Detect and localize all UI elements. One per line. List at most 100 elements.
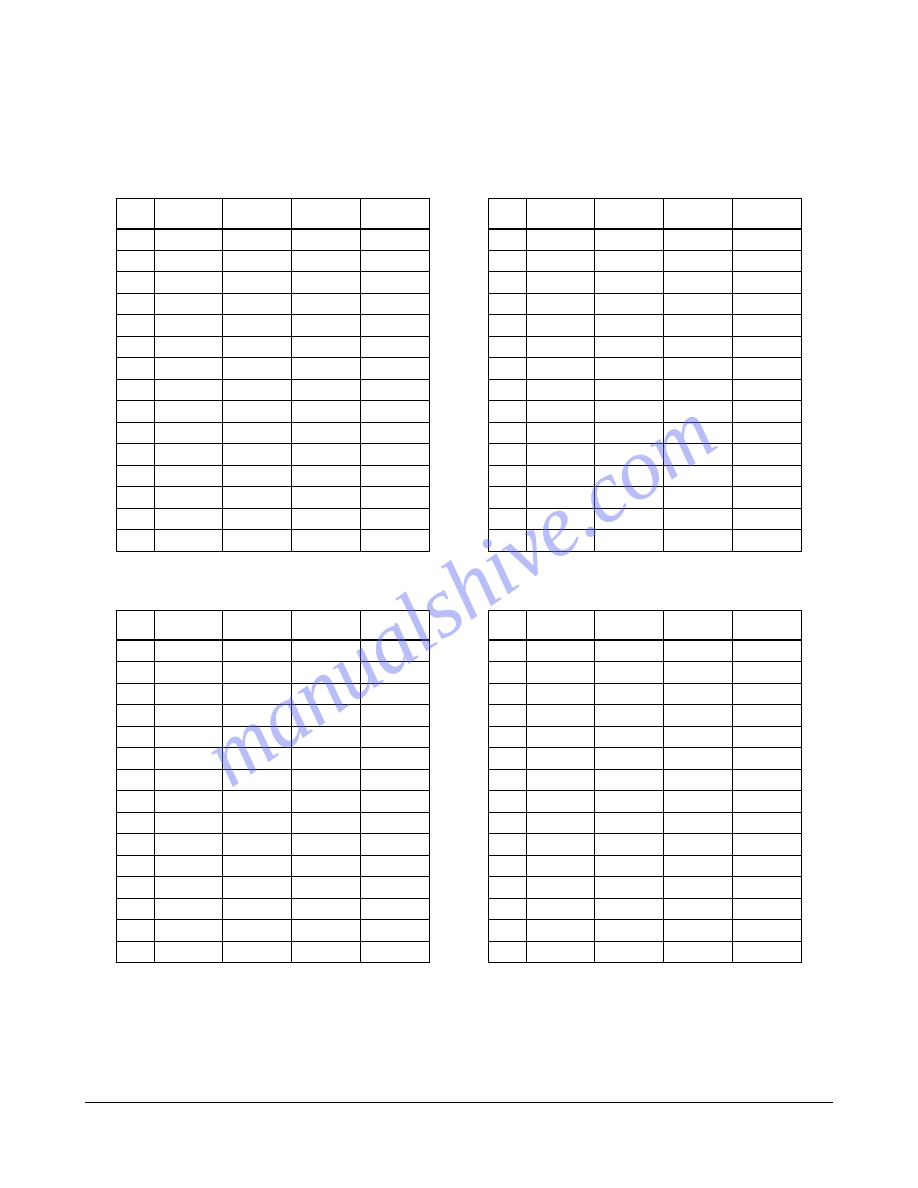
table-cell [361,941,430,963]
table-cell [526,315,595,337]
table-cell [154,508,223,530]
table-cell [733,791,802,813]
table-cell [595,855,664,877]
table-cell [361,726,430,748]
table-cell [595,272,664,294]
table-cell [292,336,361,358]
table-cell [154,812,223,834]
table-cell [664,229,733,251]
table-cell [361,465,430,487]
table-cell [595,662,664,684]
table-cell [154,640,223,662]
table-cell [154,444,223,466]
table-row [117,465,430,487]
table-cell [664,941,733,963]
table-cell [292,229,361,251]
table-cell [361,748,430,770]
table-cell [595,401,664,423]
table-cell [526,726,595,748]
header-cell [154,199,223,229]
table-cell [664,640,733,662]
table-cell [154,401,223,423]
table-cell [223,293,292,315]
header-cell [117,610,155,640]
table-cell [154,358,223,380]
table-cell [733,508,802,530]
table-cell [223,769,292,791]
table-cell [361,791,430,813]
table-cell [361,898,430,920]
table-cell [489,358,527,380]
table-cell [292,748,361,770]
table-row [117,530,430,552]
table-row [117,812,430,834]
table-cell [292,401,361,423]
page-container: manualshive.com [0,0,918,1188]
table-cell [595,465,664,487]
table-cell [733,662,802,684]
table-cell [664,465,733,487]
table-cell [489,941,527,963]
table-cell [223,791,292,813]
table-cell [361,683,430,705]
table-row [117,898,430,920]
table-cell [664,508,733,530]
table-cell [664,487,733,509]
table-cell [733,683,802,705]
table-cell [733,769,802,791]
table-row [117,705,430,727]
table-cell [292,315,361,337]
table-cell [733,726,802,748]
table-cell [117,401,155,423]
table-cell [664,855,733,877]
table-cell [361,769,430,791]
table-cell [117,508,155,530]
table-cell [117,229,155,251]
table-cell [664,336,733,358]
table-cell [292,530,361,552]
table-cell [733,229,802,251]
table-cell [595,898,664,920]
table-row [489,726,802,748]
table-row [117,640,430,662]
table-cell [733,748,802,770]
table-cell [154,530,223,552]
header-cell [733,199,802,229]
table-cell [664,444,733,466]
header-cell [595,610,664,640]
data-table-1 [116,198,430,552]
table-cell [117,812,155,834]
table-cell [223,250,292,272]
table-cell [154,465,223,487]
table-row [489,662,802,684]
table-cell [489,877,527,899]
table-cell [733,877,802,899]
table-header-row [117,199,430,229]
table-cell [223,315,292,337]
table-cell [664,358,733,380]
table-cell [154,315,223,337]
table-cell [361,705,430,727]
table-cell [223,508,292,530]
table-cell [664,877,733,899]
table-row [117,229,430,251]
table-cell [361,401,430,423]
table-cell [154,250,223,272]
table-cell [595,250,664,272]
table-cell [154,769,223,791]
header-cell [292,199,361,229]
table-cell [154,379,223,401]
table-row [489,465,802,487]
table-cell [361,229,430,251]
table-cell [489,726,527,748]
table-cell [223,726,292,748]
table-cell [154,726,223,748]
table-cell [595,530,664,552]
table-cell [526,358,595,380]
table-cell [733,358,802,380]
table-row [489,229,802,251]
table-cell [292,941,361,963]
table-row [489,336,802,358]
table-cell [664,812,733,834]
header-cell [526,610,595,640]
